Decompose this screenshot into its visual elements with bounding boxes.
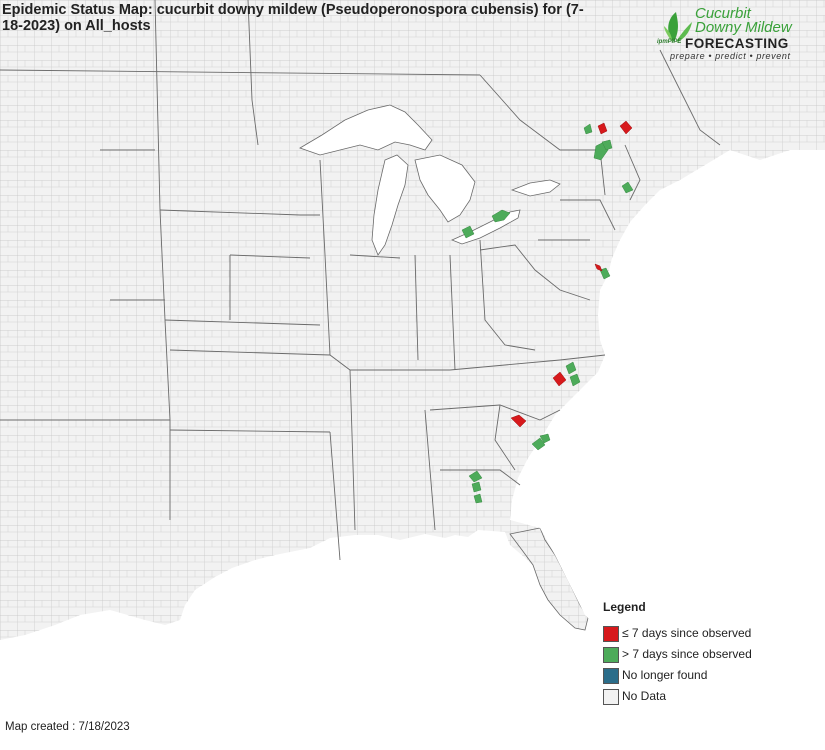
logo-mark: ipmPIPE — [657, 39, 682, 45]
state-borders — [0, 0, 721, 561]
florida — [509, 527, 589, 631]
legend-swatch — [603, 689, 619, 705]
report-older — [601, 139, 613, 151]
atlantic-ocean — [510, 150, 825, 700]
logo-line1: Cucurbit — [695, 5, 751, 22]
logo-leaf-icon — [664, 12, 692, 42]
legend-swatch — [603, 668, 619, 684]
report-older — [473, 493, 483, 504]
report-recent — [597, 122, 608, 135]
report-older — [471, 481, 482, 493]
report-older — [539, 433, 551, 444]
logo: Cucurbit Downy Mildew ipmPIPE FORECASTIN… — [655, 6, 805, 64]
lake-huron — [414, 154, 476, 223]
logo-line3: FORECASTING — [685, 36, 789, 51]
report-older — [583, 123, 593, 135]
report-older — [531, 437, 546, 451]
legend-item: No longer found — [603, 667, 803, 688]
gulf-of-mexico — [0, 530, 825, 750]
report-older — [565, 361, 577, 375]
reports-recent — [510, 120, 633, 428]
reports-older — [461, 123, 634, 504]
legend: Legend ≤ 7 days since observed > 7 days … — [603, 600, 803, 709]
report-older — [491, 209, 511, 223]
report-older — [468, 470, 483, 483]
legend-label: > 7 days since observed — [622, 647, 752, 661]
report-recent — [510, 414, 527, 428]
logo-tagline: prepare • predict • prevent — [670, 51, 791, 61]
map-title: Epidemic Status Map: cucurbit downy mild… — [2, 2, 584, 34]
report-recent — [594, 263, 603, 272]
report-older — [621, 181, 634, 194]
report-recent — [619, 120, 633, 135]
lake-superior — [299, 104, 433, 156]
legend-label: No Data — [622, 689, 667, 703]
report-older — [599, 267, 611, 280]
legend-title: Legend — [603, 600, 646, 614]
lake-ontario — [510, 179, 561, 197]
map-created-date: Map created : 7/18/2023 — [5, 721, 130, 733]
report-older — [461, 225, 475, 239]
legend-label: No longer found — [622, 668, 708, 682]
legend-item: ≤ 7 days since observed — [603, 625, 803, 646]
great-lakes — [299, 104, 561, 256]
logo-line2: Downy Mildew — [695, 19, 792, 36]
legend-swatch — [603, 626, 619, 642]
report-recent — [552, 371, 567, 387]
report-older — [569, 373, 581, 387]
legend-swatch — [603, 647, 619, 663]
lake-michigan — [371, 154, 409, 256]
legend-item: > 7 days since observed — [603, 646, 803, 667]
legend-label: ≤ 7 days since observed — [622, 626, 752, 640]
legend-item: No Data — [603, 688, 803, 709]
